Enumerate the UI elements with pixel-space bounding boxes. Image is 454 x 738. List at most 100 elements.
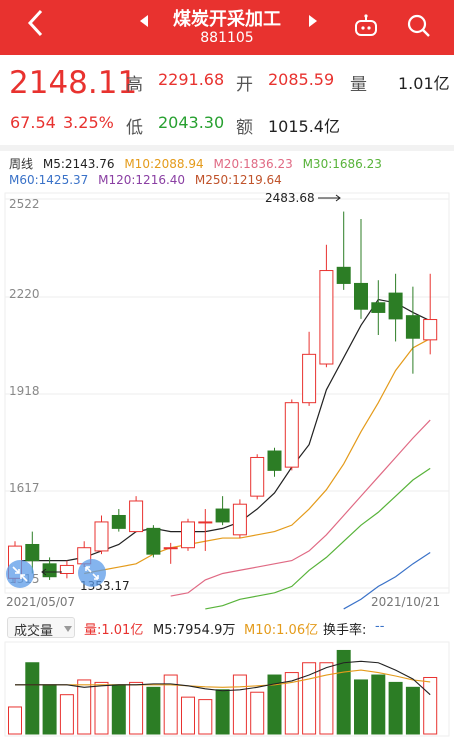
dropdown-caret-icon (64, 626, 72, 632)
zoom-in-button[interactable] (78, 559, 106, 587)
ma10-value: M10:2088.94 (124, 157, 204, 171)
amount-label: 额 (236, 118, 253, 138)
expand-arrows-icon (85, 566, 99, 580)
volume-bar (59, 694, 74, 735)
last-price: 2148.11 (9, 65, 138, 101)
candle (423, 273, 438, 355)
volume-bar (77, 679, 92, 735)
triangle-left-icon (140, 15, 148, 27)
candles (8, 211, 438, 584)
period-label[interactable]: 周线 (9, 157, 34, 171)
high-marker-label: 2483.68 (265, 191, 315, 205)
start-date: 2021/05/07 (6, 595, 75, 609)
volume-bar (25, 662, 40, 735)
volume-header: 成交量 量:1.01亿 M5:7954.9万 M10:1.06亿 换手率: -- (0, 614, 454, 640)
volume-bar (181, 696, 195, 735)
robot-icon (355, 14, 377, 36)
change-percent: 3.25% (63, 113, 114, 132)
low-value: 2043.30 (158, 113, 225, 132)
candle (371, 280, 386, 336)
back-button[interactable] (26, 8, 46, 46)
ma20-line (170, 419, 431, 597)
end-date: 2021/10/21 (371, 595, 440, 609)
volume-bar (111, 684, 126, 735)
candle (163, 542, 178, 564)
candle (250, 454, 265, 500)
candle (302, 331, 317, 406)
candle (42, 557, 57, 580)
next-stock-button[interactable] (308, 14, 318, 32)
low-marker-arrowhead (41, 568, 47, 576)
zoom-out-button[interactable] (6, 560, 34, 588)
volume-bar (8, 706, 22, 735)
volume-bar (129, 681, 144, 735)
volume-bar (232, 674, 247, 735)
divider (0, 145, 454, 151)
amount-value: 1015.4亿 (268, 117, 340, 136)
open-value: 2085.59 (268, 70, 335, 89)
turnover-value: -- (375, 619, 385, 634)
triangle-right-icon (309, 15, 317, 27)
volume-bar (163, 674, 178, 735)
volume-bar (388, 681, 403, 735)
chevron-left-icon (27, 9, 43, 37)
low-label: 低 (126, 118, 143, 138)
header-bar: 煤炭开采加工 881105 (0, 0, 454, 55)
y-tick-label: 1617 (9, 481, 40, 495)
volume-bar (146, 686, 161, 735)
candle (181, 518, 195, 551)
high-value: 2291.68 (158, 70, 225, 89)
robot-button[interactable] (352, 12, 380, 44)
prev-stock-button[interactable] (139, 14, 149, 32)
volume-value: 1.01亿 (398, 74, 450, 93)
search-button[interactable] (405, 12, 433, 44)
volume-indicator-value: 量:1.01亿 (84, 623, 144, 638)
search-icon (407, 14, 430, 37)
ma30-line (205, 467, 431, 610)
ma60-value: M60:1425.37 (9, 173, 89, 187)
stock-code: 881105 (200, 30, 254, 46)
quote-panel: 2148.11 67.54 3.25% 高 2291.68 开 2085.59 … (0, 55, 454, 145)
candle (198, 509, 213, 551)
open-label: 开 (236, 75, 253, 95)
change-value: 67.54 (10, 113, 56, 132)
volume-bar (423, 676, 438, 735)
ma120-value: M120:1216.40 (98, 173, 186, 187)
volume-m10-value: M10:1.06亿 (244, 623, 319, 638)
candle (284, 399, 299, 471)
ma-legend-row-1: 周线 M5:2143.76 M10:2088.94 M20:1836.23 M3… (9, 155, 388, 172)
high-marker-arrowhead (335, 194, 341, 202)
candle (336, 211, 351, 290)
volume-bar (405, 686, 420, 735)
candlestick-chart[interactable]: 2522 2220 1918 1617 1315 2483.68 1353.17… (0, 190, 454, 614)
candle (405, 286, 420, 374)
page-title: 煤炭开采加工 (173, 9, 281, 30)
candle (215, 496, 230, 526)
volume-ma-lines (15, 660, 431, 696)
chart-grid (4, 192, 450, 594)
turnover-label: 换手率: (323, 623, 367, 638)
indicator-selector[interactable]: 成交量 (7, 617, 75, 639)
y-tick-label: 2220 (9, 287, 40, 301)
volume-bar (250, 691, 265, 735)
volume-bar (319, 662, 334, 735)
volume-bar (42, 684, 57, 735)
candle (267, 447, 282, 477)
volume-bar (267, 674, 282, 735)
volume-bar (284, 672, 299, 735)
volume-label: 量 (350, 75, 367, 95)
y-tick-label: 2522 (9, 197, 40, 211)
high-label: 高 (126, 75, 143, 95)
volume-chart[interactable] (0, 640, 454, 738)
candle (319, 244, 334, 368)
candle (146, 525, 161, 558)
volume-bar (354, 679, 368, 735)
volume-bar (94, 681, 109, 735)
volume-m5-value: M5:7954.9万 (153, 623, 236, 638)
volume-m5-line (15, 660, 431, 696)
candle (111, 509, 126, 532)
ma250-value: M250:1219.64 (194, 173, 282, 187)
ma10-line (84, 338, 431, 575)
candle (59, 560, 74, 579)
ma60-line (343, 552, 431, 610)
